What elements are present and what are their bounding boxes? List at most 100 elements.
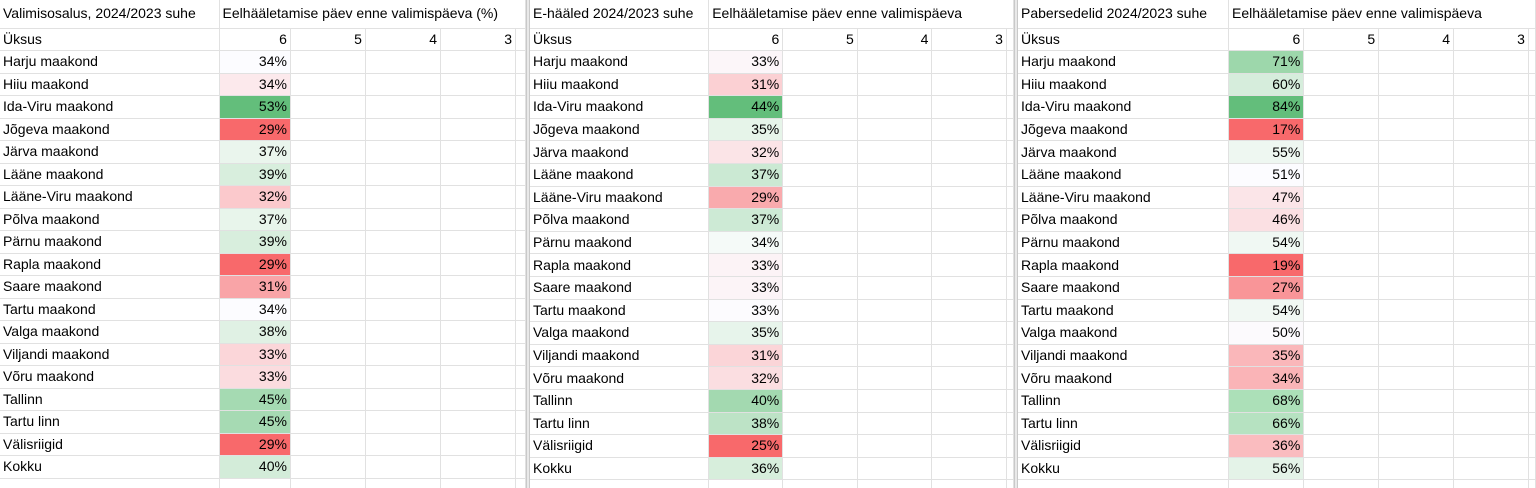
empty-cell[interactable] — [931, 208, 1007, 232]
empty-cell[interactable] — [782, 321, 858, 345]
empty-cell[interactable] — [365, 253, 441, 276]
empty-cell[interactable] — [365, 410, 441, 434]
empty-cell[interactable] — [365, 50, 441, 74]
empty-cell[interactable] — [1528, 457, 1536, 481]
region-label[interactable]: Tartu maakond — [1018, 299, 1230, 323]
empty-cell[interactable] — [857, 208, 933, 232]
empty-cell[interactable] — [1228, 479, 1305, 488]
empty-cell[interactable] — [1378, 434, 1455, 458]
day-column-header[interactable]: 6 — [1228, 28, 1305, 51]
empty-cell[interactable] — [1378, 50, 1455, 74]
region-label[interactable]: Tartu linn — [1018, 412, 1230, 436]
empty-cell[interactable] — [290, 140, 366, 164]
empty-cell[interactable] — [1303, 50, 1380, 74]
empty-cell[interactable] — [1528, 73, 1536, 97]
empty-cell[interactable] — [515, 343, 526, 366]
ratio-value-cell[interactable]: 32% — [708, 366, 784, 390]
ratio-value-cell[interactable]: 33% — [219, 365, 291, 389]
region-label[interactable]: Põlva maakond — [0, 208, 220, 231]
empty-cell[interactable] — [440, 275, 517, 299]
empty-cell[interactable] — [290, 253, 366, 276]
region-label[interactable]: Tartu linn — [530, 412, 710, 436]
empty-cell[interactable] — [440, 230, 517, 254]
empty-cell[interactable] — [515, 298, 526, 321]
region-label[interactable]: Pärnu maakond — [530, 231, 710, 255]
empty-cell[interactable] — [931, 344, 1007, 368]
ratio-value-cell[interactable]: 47% — [1228, 186, 1305, 210]
empty-cell[interactable] — [1453, 457, 1529, 481]
empty-cell[interactable] — [782, 457, 858, 481]
empty-cell[interactable] — [515, 478, 526, 488]
ratio-value-cell[interactable]: 40% — [219, 455, 291, 479]
empty-cell[interactable] — [290, 208, 366, 231]
region-label[interactable]: Jõgeva maakond — [1018, 118, 1230, 142]
day-column-header[interactable]: 6 — [708, 28, 784, 51]
empty-cell[interactable] — [290, 230, 366, 254]
region-label[interactable]: Võru maakond — [530, 366, 710, 390]
empty-cell[interactable] — [440, 185, 517, 209]
ratio-value-cell[interactable]: 44% — [708, 95, 784, 119]
region-label[interactable]: Järva maakond — [1018, 140, 1230, 164]
empty-cell[interactable] — [515, 95, 526, 119]
day-column-header[interactable]: 6 — [219, 28, 291, 51]
empty-cell[interactable] — [1453, 389, 1529, 413]
day-column-header[interactable]: 5 — [782, 28, 858, 51]
empty-cell[interactable] — [1303, 140, 1380, 164]
empty-cell[interactable] — [931, 186, 1007, 210]
empty-cell[interactable] — [365, 298, 441, 321]
empty-cell[interactable] — [857, 73, 933, 97]
empty-cell[interactable] — [1378, 95, 1455, 119]
empty-cell[interactable] — [708, 479, 784, 488]
empty-cell[interactable] — [1453, 412, 1529, 436]
empty-cell[interactable] — [1528, 253, 1536, 277]
empty-cell[interactable] — [1528, 479, 1536, 488]
empty-cell[interactable] — [782, 73, 858, 97]
ratio-value-cell[interactable]: 33% — [708, 50, 784, 74]
empty-cell[interactable] — [515, 185, 526, 209]
empty-cell[interactable] — [1378, 118, 1455, 142]
ratio-value-cell[interactable]: 33% — [219, 343, 291, 366]
empty-cell[interactable] — [1528, 231, 1536, 255]
empty-cell[interactable] — [290, 343, 366, 366]
empty-cell[interactable] — [365, 230, 441, 254]
empty-cell[interactable] — [440, 95, 517, 119]
region-label[interactable]: Valga maakond — [530, 321, 710, 345]
empty-cell[interactable] — [515, 455, 526, 479]
empty-cell[interactable] — [290, 410, 366, 434]
empty-cell[interactable] — [1006, 118, 1014, 142]
empty-cell[interactable] — [1006, 73, 1014, 97]
ratio-value-cell[interactable]: 38% — [219, 320, 291, 344]
ratio-value-cell[interactable]: 37% — [708, 208, 784, 232]
region-label[interactable]: Ida-Viru maakond — [0, 95, 220, 119]
region-label[interactable]: Viljandi maakond — [0, 343, 220, 366]
region-label[interactable]: Jõgeva maakond — [530, 118, 710, 142]
region-label[interactable]: Ida-Viru maakond — [530, 95, 710, 119]
ratio-value-cell[interactable]: 38% — [708, 412, 784, 436]
region-label[interactable]: Lääne maakond — [530, 163, 710, 187]
empty-cell[interactable] — [1018, 479, 1230, 488]
pane-splitter-2[interactable] — [1014, 0, 1018, 488]
empty-cell[interactable] — [1303, 186, 1380, 210]
region-label[interactable]: Saare maakond — [530, 276, 710, 300]
region-label[interactable]: Harju maakond — [530, 50, 710, 74]
empty-cell[interactable] — [290, 433, 366, 456]
ratio-value-cell[interactable]: 33% — [708, 299, 784, 323]
empty-cell[interactable] — [1006, 434, 1014, 458]
ratio-value-cell[interactable]: 54% — [1228, 231, 1305, 255]
empty-cell[interactable] — [1303, 95, 1380, 119]
empty-cell[interactable] — [440, 365, 517, 389]
region-label[interactable]: Põlva maakond — [1018, 208, 1230, 232]
empty-cell[interactable] — [365, 208, 441, 231]
region-label[interactable]: Jõgeva maakond — [0, 118, 220, 141]
empty-cell[interactable] — [782, 95, 858, 119]
ratio-value-cell[interactable]: 37% — [219, 208, 291, 231]
region-label[interactable]: Võru maakond — [0, 365, 220, 389]
pane-splitter-1[interactable] — [526, 0, 530, 488]
empty-cell[interactable] — [1453, 479, 1529, 488]
empty-cell[interactable] — [857, 50, 933, 74]
empty-cell[interactable] — [440, 163, 517, 186]
empty-cell[interactable] — [290, 95, 366, 119]
empty-cell[interactable] — [1378, 73, 1455, 97]
ratio-value-cell[interactable]: 45% — [219, 410, 291, 434]
empty-cell[interactable] — [440, 118, 517, 141]
